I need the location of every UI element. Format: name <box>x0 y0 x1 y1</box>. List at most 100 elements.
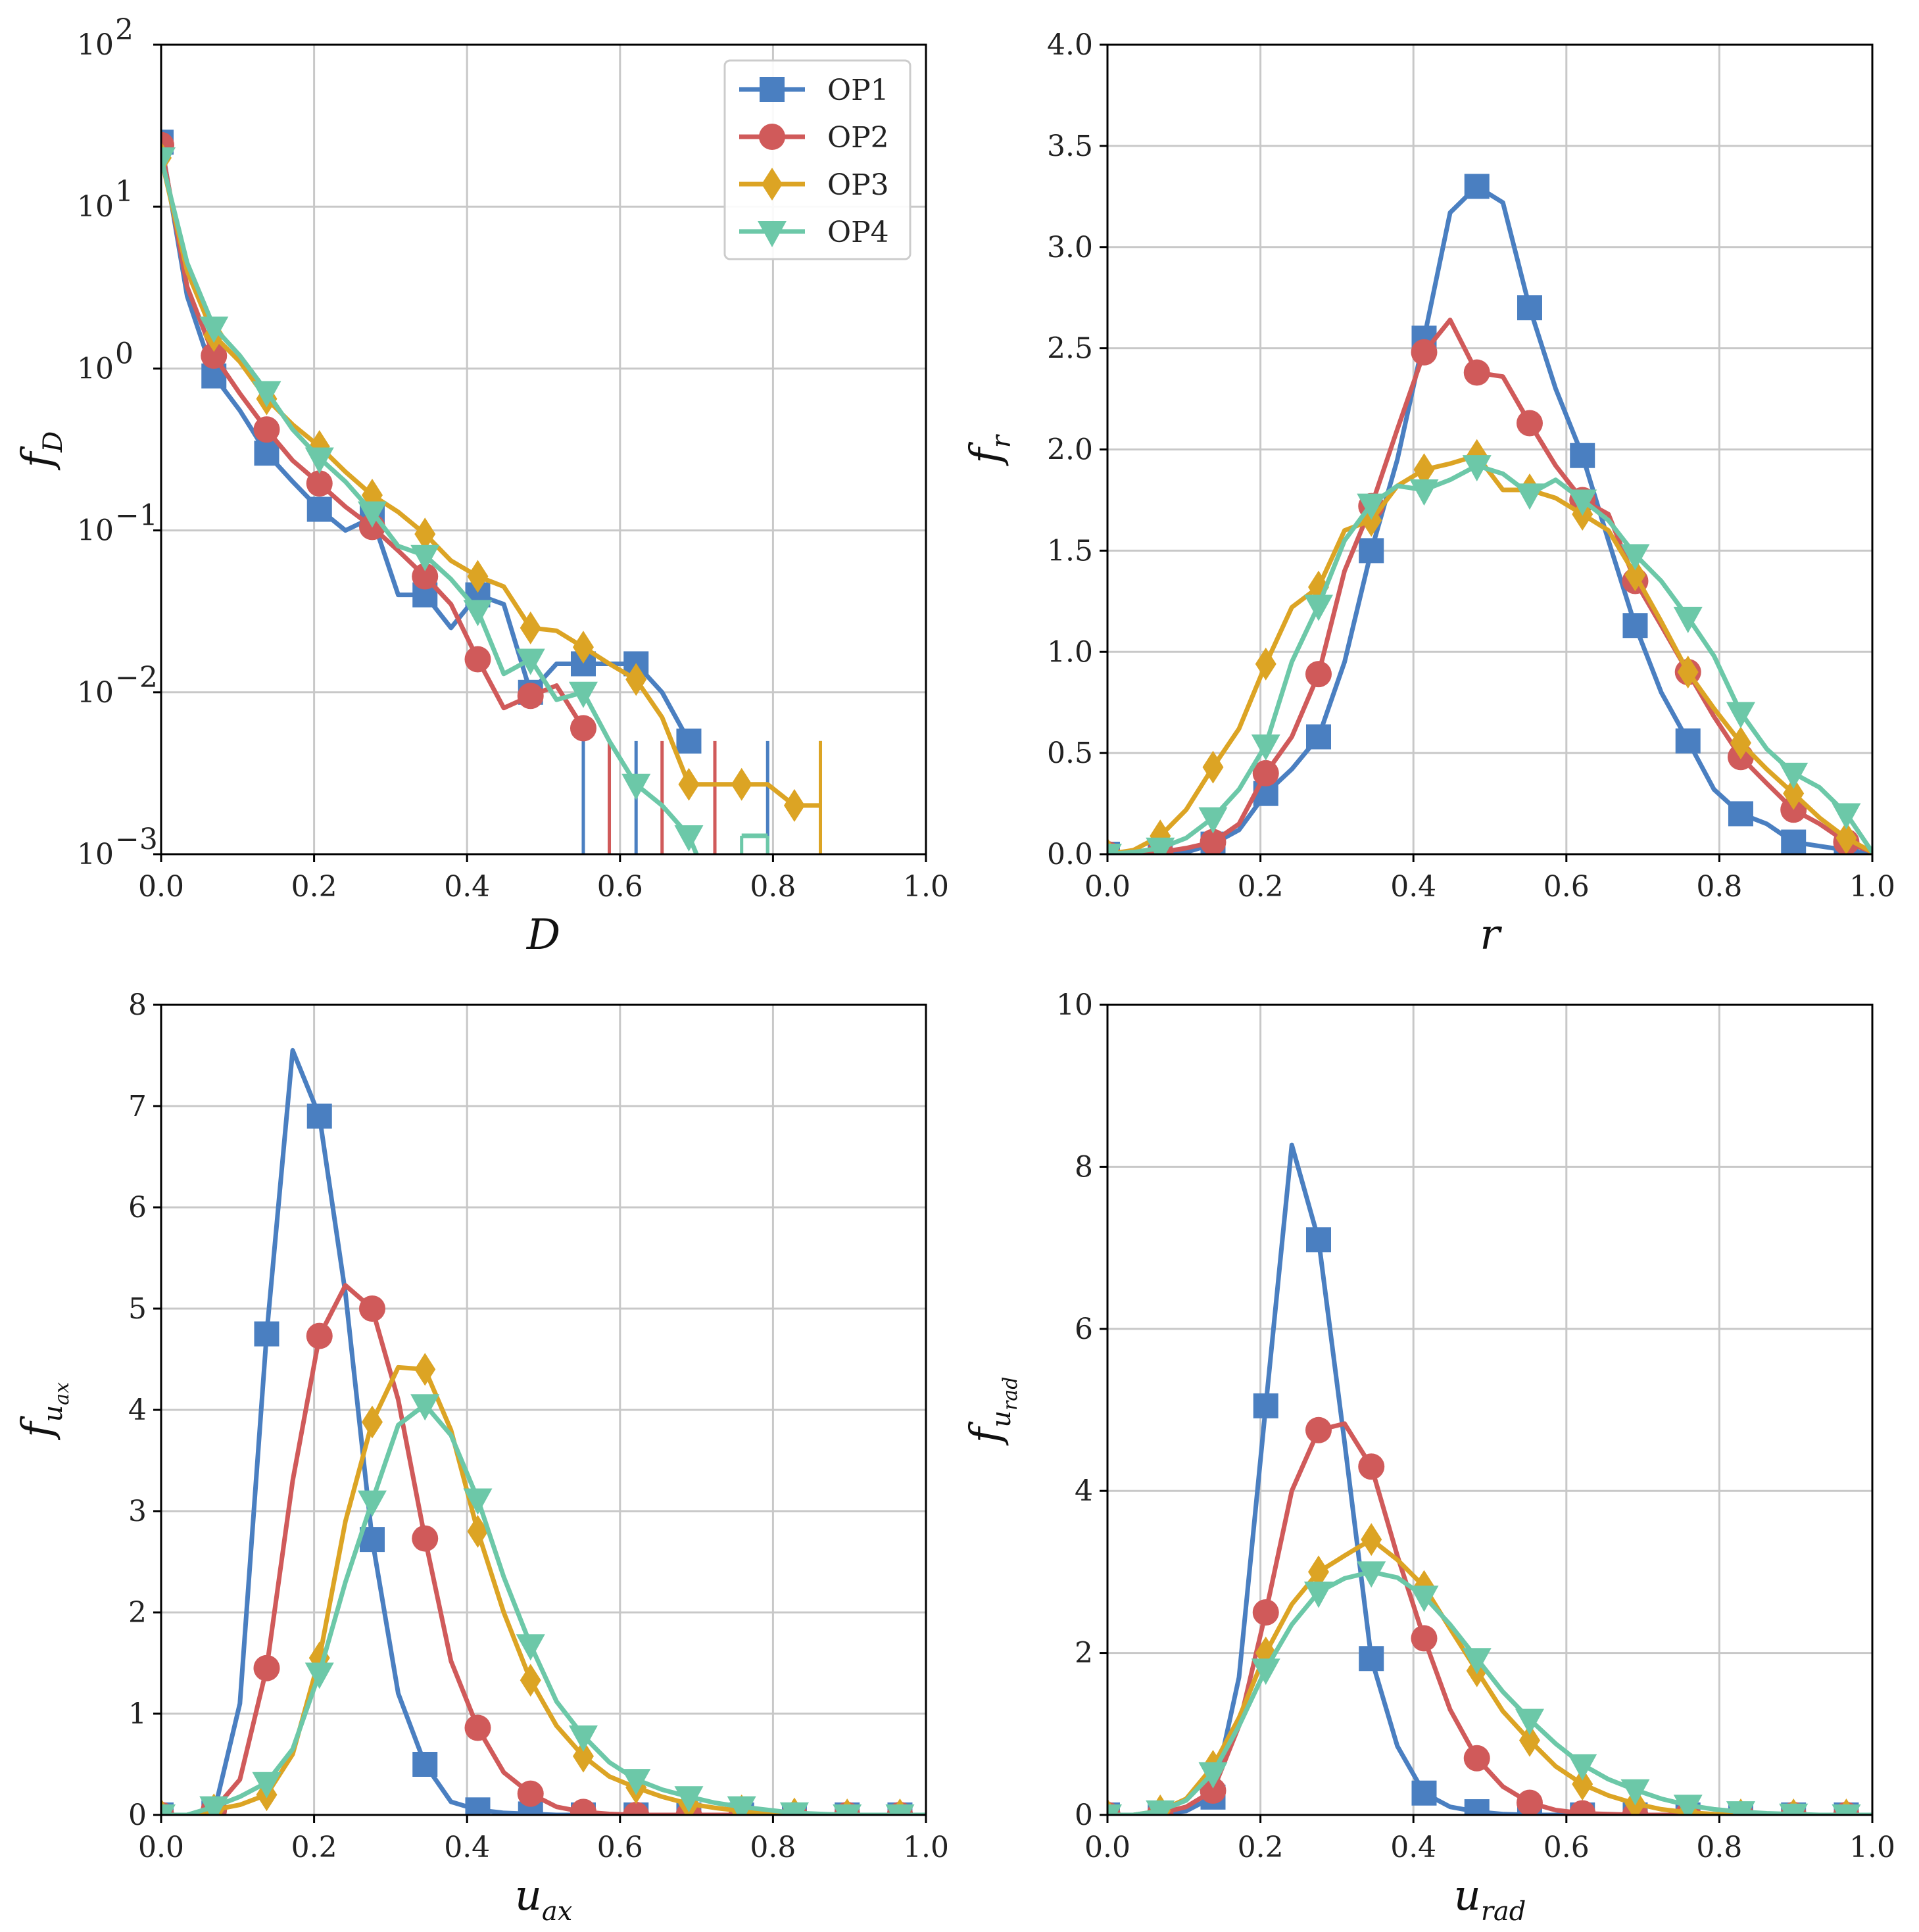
legend-entry-op2: OP2 <box>739 121 889 155</box>
data-point <box>1516 410 1543 437</box>
data-point <box>568 1725 598 1752</box>
data-point <box>1730 726 1751 760</box>
data-point <box>254 441 279 466</box>
data-point <box>1673 1795 1703 1815</box>
data-point <box>161 147 176 174</box>
data-point <box>201 342 228 369</box>
legend-marker <box>760 77 785 102</box>
data-point <box>463 600 493 627</box>
data-point <box>357 1490 387 1517</box>
series-group <box>161 130 823 854</box>
legend-entry-op3: OP3 <box>739 168 889 202</box>
data-point <box>1357 493 1386 520</box>
series-op2 <box>1107 318 1872 854</box>
y-tick-exponent: −3 <box>115 823 158 856</box>
y-tick-exponent: 2 <box>115 13 134 47</box>
x-axis-label: r <box>1480 911 1502 959</box>
data-point <box>572 1739 594 1773</box>
y-tick-label: 7 <box>128 1090 147 1123</box>
data-point <box>306 1322 333 1349</box>
data-point <box>1146 837 1175 854</box>
y-tick-base: 10 <box>77 190 114 224</box>
data-point <box>1463 359 1490 386</box>
y-tick-label: 8 <box>128 988 147 1022</box>
x-tick-label: 1.0 <box>1849 870 1895 904</box>
x-tick-label: 0.2 <box>1238 1831 1284 1864</box>
series-op2 <box>161 132 717 854</box>
y-tick-label: 1.0 <box>1047 635 1093 669</box>
data-point <box>1307 1555 1329 1589</box>
data-point <box>1413 453 1435 487</box>
data-point <box>465 1797 491 1815</box>
data-point <box>252 1772 281 1799</box>
data-point <box>254 1321 279 1347</box>
x-tick-label: 0.6 <box>1543 870 1590 904</box>
data-point <box>252 381 281 408</box>
legend-marker <box>759 124 785 150</box>
x-tick-label: 0.8 <box>750 870 796 904</box>
data-point <box>1252 760 1279 786</box>
series-line <box>1107 1537 1872 1815</box>
y-axis-label-sub: r <box>986 433 1017 448</box>
data-point <box>570 1799 596 1815</box>
y-tick-base: 10 <box>77 676 114 710</box>
series-op1 <box>1107 1142 1872 1815</box>
plot-frame <box>1106 1003 1874 1816</box>
data-point <box>833 1804 862 1815</box>
x-axis-label: uax <box>515 1872 573 1927</box>
legend-label: OP3 <box>827 168 889 202</box>
legend-label: OP4 <box>827 216 889 249</box>
x-tick-label: 0.0 <box>1084 870 1130 904</box>
data-point <box>625 663 647 696</box>
y-tick-label: 10 <box>77 352 114 385</box>
data-point <box>1569 1800 1596 1815</box>
y-axis-label: fr <box>961 433 1017 466</box>
data-point <box>1359 538 1384 564</box>
data-point <box>1411 339 1438 366</box>
series-line <box>1107 463 1872 854</box>
grid <box>160 1003 927 1816</box>
data-point <box>1303 594 1333 621</box>
legend-label: OP1 <box>827 74 889 107</box>
data-point <box>306 470 333 497</box>
series-op3 <box>161 1353 926 1815</box>
data-point <box>1624 558 1646 592</box>
data-point <box>412 1525 439 1552</box>
y-tick-label: 2.5 <box>1047 332 1093 366</box>
data-point <box>253 1654 280 1681</box>
y-tick-base: 10 <box>77 28 114 62</box>
y-axis-label: fuax <box>13 1382 74 1440</box>
data-point <box>678 767 700 801</box>
y-axis-label: fD <box>13 431 68 471</box>
data-point <box>731 767 752 801</box>
data-point <box>572 631 594 664</box>
data-point <box>412 563 439 590</box>
y-tick-label: 0 <box>1075 1799 1093 1832</box>
data-point <box>1253 1393 1278 1418</box>
x-tick-label: 0.6 <box>597 1831 643 1864</box>
y-tick-label: 10 <box>77 676 114 710</box>
y-tick-label: 10 <box>77 190 114 224</box>
series-op3 <box>161 141 823 854</box>
y-axis-label-subsub: rad <box>999 1377 1022 1411</box>
y-axis-label: furad <box>961 1377 1022 1446</box>
series-op1 <box>161 1048 926 1815</box>
data-point <box>357 501 387 528</box>
data-point <box>1728 801 1753 827</box>
data-point <box>1515 1708 1544 1735</box>
data-point <box>1570 443 1595 468</box>
data-point <box>727 1796 756 1815</box>
data-point <box>1198 1762 1228 1789</box>
data-point <box>885 1804 915 1815</box>
data-point <box>1832 803 1861 830</box>
data-point <box>467 560 489 593</box>
y-tick-label: 10 <box>1056 988 1093 1022</box>
data-point <box>199 316 229 343</box>
y-tick-exponent: 1 <box>115 175 134 208</box>
y-tick-exponent: −1 <box>115 499 158 533</box>
y-tick-label: 3.0 <box>1047 231 1093 264</box>
data-point <box>1620 544 1650 571</box>
series-line <box>1107 453 1872 854</box>
data-point <box>306 1103 332 1129</box>
